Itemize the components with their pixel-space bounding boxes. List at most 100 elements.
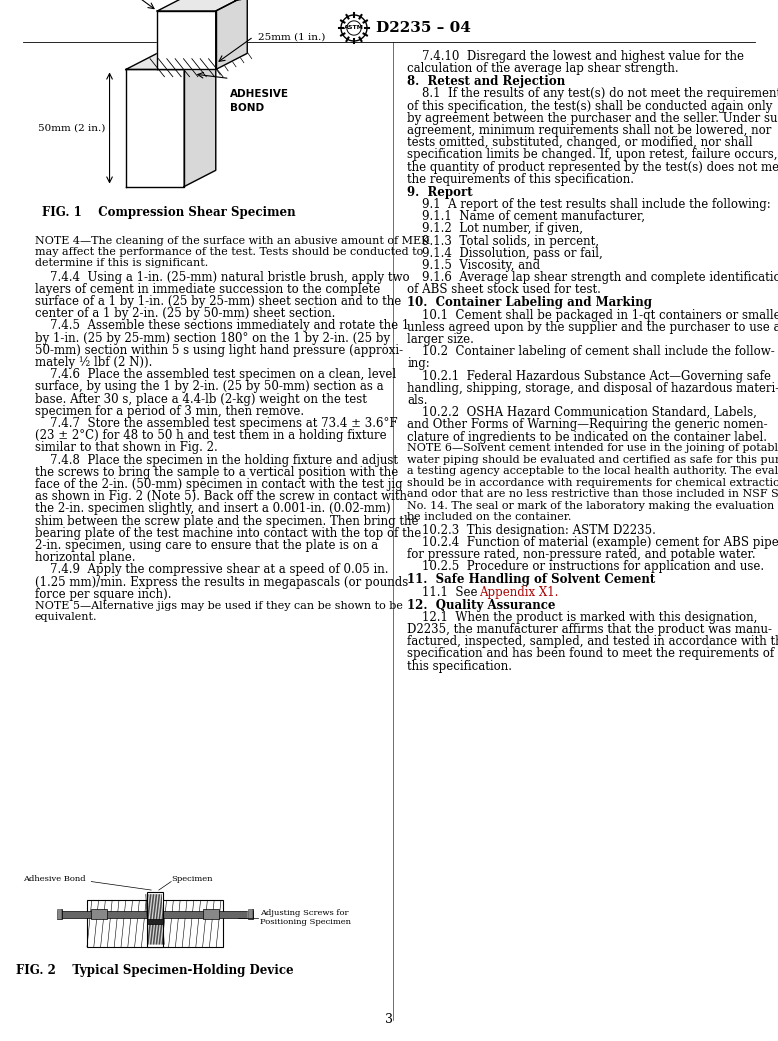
Text: als.: als. (407, 393, 428, 407)
Bar (58, 909, 62, 919)
Text: equivalent.: equivalent. (34, 612, 97, 621)
Text: ASTM: ASTM (344, 25, 364, 30)
Text: 10.1  Cement shall be packaged in 1-qt containers or smaller: 10.1 Cement shall be packaged in 1-qt co… (407, 308, 778, 322)
Text: factured, inspected, sampled, and tested in accordance with this: factured, inspected, sampled, and tested… (407, 635, 778, 649)
Text: by 1-in. (25 by 25-mm) section 180° on the 1 by 2-in. (25 by: by 1-in. (25 by 25-mm) section 180° on t… (34, 331, 390, 345)
Text: 9.  Report: 9. Report (407, 185, 473, 199)
Text: determine if this is significant.: determine if this is significant. (34, 258, 208, 269)
Text: surface of a 1 by 1-in. (25 by 25-mm) sheet section and to the: surface of a 1 by 1-in. (25 by 25-mm) sh… (34, 295, 401, 308)
Text: specification and has been found to meet the requirements of: specification and has been found to meet… (407, 648, 774, 660)
Text: 7.4.8  Place the specimen in the holding fixture and adjust: 7.4.8 Place the specimen in the holding … (34, 454, 398, 466)
Text: mately ½ lbf (2 N)).: mately ½ lbf (2 N)). (34, 356, 152, 369)
Bar (91, 909, 107, 919)
Text: the screws to bring the sample to a vertical position with the: the screws to bring the sample to a vert… (34, 465, 398, 479)
Text: Appendix X1.: Appendix X1. (478, 586, 558, 599)
Text: 10.  Container Labeling and Marking: 10. Container Labeling and Marking (407, 297, 652, 309)
Text: 10.2.4  Function of material (example) cement for ABS pipe: 10.2.4 Function of material (example) ce… (407, 536, 778, 549)
Text: 9.1.4  Dissolution, pass or fail,: 9.1.4 Dissolution, pass or fail, (407, 247, 603, 260)
Text: surface, by using the 1 by 2-in. (25 by 50-mm) section as a: surface, by using the 1 by 2-in. (25 by … (34, 380, 384, 393)
Text: 11.  Safe Handling of Solvent Cement: 11. Safe Handling of Solvent Cement (407, 574, 656, 586)
Text: No. 14. The seal or mark of the laboratory making the evaluation should: No. 14. The seal or mark of the laborato… (407, 501, 778, 510)
Text: 7.4.7  Store the assembled test specimens at 73.4 ± 3.6°F: 7.4.7 Store the assembled test specimens… (34, 416, 398, 430)
Text: Adhesive Bond: Adhesive Bond (23, 875, 86, 883)
Text: ADHESIVE: ADHESIVE (230, 90, 289, 99)
Text: 10.2.3  This designation: ASTM D2235.: 10.2.3 This designation: ASTM D2235. (407, 524, 656, 537)
Text: (1.25 mm)/min. Express the results in megapascals (or pounds-: (1.25 mm)/min. Express the results in me… (34, 576, 412, 588)
Polygon shape (126, 53, 216, 70)
Text: the 2-in. specimen slightly, and insert a 0.001-in. (0.02-mm): the 2-in. specimen slightly, and insert … (34, 503, 391, 515)
Text: 10.2  Container labeling of cement shall include the follow-: 10.2 Container labeling of cement shall … (407, 346, 775, 358)
Text: 9.1.5  Viscosity, and: 9.1.5 Viscosity, and (407, 259, 541, 272)
Text: 7.4.5  Assemble these sections immediately and rotate the 1: 7.4.5 Assemble these sections immediatel… (34, 320, 408, 332)
Text: FIG. 1    Compression Shear Specimen: FIG. 1 Compression Shear Specimen (42, 206, 296, 220)
Bar (147, 918, 163, 923)
Text: similar to that shown in Fig. 2.: similar to that shown in Fig. 2. (34, 441, 217, 454)
Text: 7.4.4  Using a 1-in. (25-mm) natural bristle brush, apply two: 7.4.4 Using a 1-in. (25-mm) natural bris… (34, 271, 409, 283)
Text: FIG. 2    Typical Specimen-Holding Device: FIG. 2 Typical Specimen-Holding Device (16, 964, 294, 977)
Text: for pressure rated, non-pressure rated, and potable water.: for pressure rated, non-pressure rated, … (407, 549, 756, 561)
Text: bearing plate of the test machine into contact with the top of the: bearing plate of the test machine into c… (34, 527, 421, 539)
Text: the requirements of this specification.: the requirements of this specification. (407, 173, 634, 185)
Text: BOND: BOND (230, 103, 264, 112)
Polygon shape (157, 0, 247, 11)
Text: the quantity of product represented by the test(s) does not meet: the quantity of product represented by t… (407, 160, 778, 174)
Text: larger size.: larger size. (407, 333, 474, 346)
Text: center of a 1 by 2-in. (25 by 50-mm) sheet section.: center of a 1 by 2-in. (25 by 50-mm) she… (34, 307, 335, 320)
Text: water piping should be evaluated and certified as safe for this purpose by: water piping should be evaluated and cer… (407, 455, 778, 464)
Text: 7.4.10  Disregard the lowest and highest value for the: 7.4.10 Disregard the lowest and highest … (407, 50, 745, 64)
Text: 10.2.1  Federal Hazardous Substance Act—Governing safe: 10.2.1 Federal Hazardous Substance Act—G… (407, 370, 771, 383)
Text: NOTE 4—The cleaning of the surface with an abusive amount of MEK: NOTE 4—The cleaning of the surface with … (34, 235, 429, 246)
Polygon shape (216, 0, 247, 70)
Text: NOTE 5—Alternative jigs may be used if they can be shown to be: NOTE 5—Alternative jigs may be used if t… (34, 601, 402, 610)
Text: of ABS sheet stock used for test.: of ABS sheet stock used for test. (407, 283, 601, 297)
Text: horizontal plane.: horizontal plane. (34, 551, 135, 564)
Text: (23 ± 2°C) for 48 to 50 h and test them in a holding fixture: (23 ± 2°C) for 48 to 50 h and test them … (34, 429, 386, 442)
Text: 7.4.9  Apply the compressive shear at a speed of 0.05 in.: 7.4.9 Apply the compressive shear at a s… (34, 563, 388, 577)
Text: base. After 30 s, place a 4.4-lb (2-kg) weight on the test: base. After 30 s, place a 4.4-lb (2-kg) … (34, 392, 366, 406)
Text: be included on the container.: be included on the container. (407, 512, 572, 522)
Text: 2-in. specimen, using care to ensure that the plate is on a: 2-in. specimen, using care to ensure tha… (34, 539, 377, 552)
Text: 8.  Retest and Rejection: 8. Retest and Rejection (407, 75, 566, 88)
Polygon shape (126, 70, 184, 186)
Text: 3: 3 (385, 1013, 393, 1026)
Text: ing:: ing: (407, 357, 430, 371)
Text: Adjusting Screws for
Positioning Specimen: Adjusting Screws for Positioning Specime… (260, 909, 351, 926)
Text: 50-mm) section within 5 s using light hand pressure (approxi-: 50-mm) section within 5 s using light ha… (34, 344, 403, 357)
Text: should be in accordance with requirements for chemical extraction, taste,: should be in accordance with requirement… (407, 478, 778, 487)
Text: 9.1.2  Lot number, if given,: 9.1.2 Lot number, if given, (407, 223, 584, 235)
Text: as shown in Fig. 2 (Note 5). Back off the screw in contact with: as shown in Fig. 2 (Note 5). Back off th… (34, 490, 407, 503)
Text: and odor that are no less restrictive than those included in NSF Standard: and odor that are no less restrictive th… (407, 489, 778, 499)
Text: 9.1.6  Average lap shear strength and complete identification: 9.1.6 Average lap shear strength and com… (407, 272, 778, 284)
Bar (204, 909, 219, 919)
Bar (87, 900, 223, 947)
Text: 50mm (2 in.): 50mm (2 in.) (37, 124, 105, 132)
Text: 7.4.6  Place the assembled test specimen on a clean, level: 7.4.6 Place the assembled test specimen … (34, 369, 396, 381)
Bar (247, 909, 253, 919)
Text: 8.1  If the results of any test(s) do not meet the requirements: 8.1 If the results of any test(s) do not… (407, 87, 778, 100)
Text: this specification.: this specification. (407, 660, 512, 672)
Polygon shape (184, 53, 216, 186)
Text: D2235 – 04: D2235 – 04 (376, 21, 471, 35)
Text: may affect the performance of the test. Tests should be conducted to: may affect the performance of the test. … (34, 247, 422, 257)
Text: shim between the screw plate and the specimen. Then bring the: shim between the screw plate and the spe… (34, 514, 418, 528)
Text: clature of ingredients to be indicated on the container label.: clature of ingredients to be indicated o… (407, 431, 767, 443)
Text: tests omitted, substituted, changed, or modified, nor shall: tests omitted, substituted, changed, or … (407, 136, 753, 149)
Text: of this specification, the test(s) shall be conducted again only: of this specification, the test(s) shall… (407, 100, 773, 112)
Text: 10.2.2  OSHA Hazard Communication Standard, Labels,: 10.2.2 OSHA Hazard Communication Standar… (407, 406, 757, 420)
Text: 11.1  See: 11.1 See (407, 586, 482, 599)
Text: 25mm (1 in.): 25mm (1 in.) (258, 32, 325, 42)
Text: force per square inch).: force per square inch). (34, 588, 171, 601)
Text: NOTE 6—Solvent cement intended for use in the joining of potable: NOTE 6—Solvent cement intended for use i… (407, 443, 778, 453)
Text: specification limits be changed. If, upon retest, failure occurs,: specification limits be changed. If, upo… (407, 149, 778, 161)
Text: a testing agency acceptable to the local health authority. The evaluation: a testing agency acceptable to the local… (407, 466, 778, 476)
Text: handling, shipping, storage, and disposal of hazardous materi-: handling, shipping, storage, and disposa… (407, 382, 778, 395)
Text: calculation of the average lap shear strength.: calculation of the average lap shear str… (407, 62, 679, 75)
Text: D2235, the manufacturer affirms that the product was manu-: D2235, the manufacturer affirms that the… (407, 624, 773, 636)
Text: 9.1  A report of the test results shall include the following:: 9.1 A report of the test results shall i… (407, 198, 771, 211)
Text: unless agreed upon by the supplier and the purchaser to use a: unless agreed upon by the supplier and t… (407, 321, 778, 334)
Text: and Other Forms of Warning—Requiring the generic nomen-: and Other Forms of Warning—Requiring the… (407, 418, 768, 431)
Text: by agreement between the purchaser and the seller. Under such: by agreement between the purchaser and t… (407, 111, 778, 125)
Polygon shape (157, 11, 216, 70)
Text: 12.1  When the product is marked with this designation,: 12.1 When the product is marked with thi… (407, 611, 758, 624)
Text: 9.1.1  Name of cement manufacturer,: 9.1.1 Name of cement manufacturer, (407, 210, 645, 223)
